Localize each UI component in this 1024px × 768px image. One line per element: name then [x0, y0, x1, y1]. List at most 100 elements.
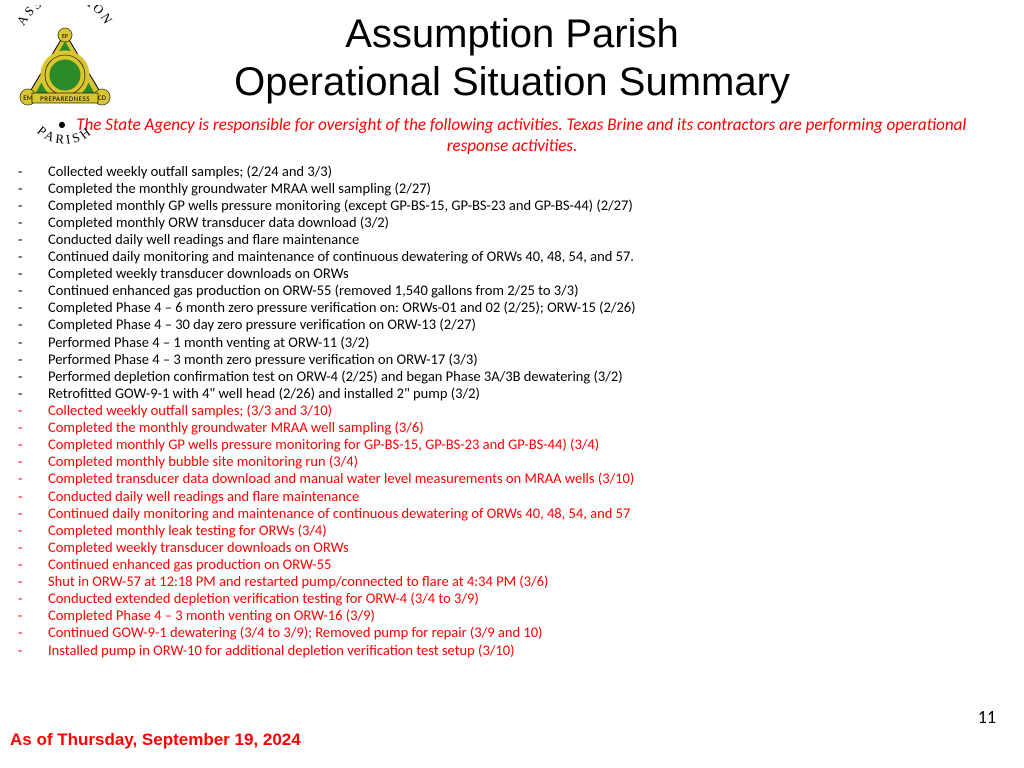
dash-icon: -	[18, 299, 48, 316]
list-item-text: Completed weekly transducer downloads on…	[48, 538, 349, 556]
list-item-text: Completed weekly transducer downloads on…	[48, 264, 349, 282]
dash-icon: -	[18, 539, 48, 556]
page-title-block: Assumption Parish Operational Situation …	[0, 0, 1024, 106]
list-item: -Continued daily monitoring and maintena…	[18, 505, 1004, 522]
list-item-text: Shut in ORW-57 at 12:18 PM and restarted…	[48, 572, 548, 590]
list-item-text: Retrofitted GOW-9-1 with 4" well head (2…	[48, 384, 480, 402]
list-item: -Completed monthly bubble site monitorin…	[18, 453, 1004, 470]
activity-list: -Collected weekly outfall samples; (2/24…	[18, 163, 1004, 659]
list-item: -Completed transducer data download and …	[18, 470, 1004, 487]
parish-logo: ASSUMPTION EP EM CD PREPAREDNESS PARISH	[10, 5, 120, 145]
dash-icon: -	[18, 436, 48, 453]
dash-icon: -	[18, 334, 48, 351]
list-item-text: Performed Phase 4 – 1 month venting at O…	[48, 333, 369, 351]
dash-icon: -	[18, 214, 48, 231]
page-title-line1: Assumption Parish	[0, 10, 1024, 58]
dash-icon: -	[18, 163, 48, 180]
list-item-text: Collected weekly outfall samples; (3/3 a…	[48, 401, 332, 419]
list-item-text: Completed Phase 4 – 3 month venting on O…	[48, 606, 375, 624]
list-item-text: Completed monthly GP wells pressure moni…	[48, 435, 599, 453]
dash-icon: -	[18, 556, 48, 573]
list-item: -Completed monthly ORW transducer data d…	[18, 214, 1004, 231]
list-item: -Conducted daily well readings and flare…	[18, 231, 1004, 248]
list-item: -Continued GOW-9-1 dewatering (3/4 to 3/…	[18, 624, 1004, 641]
list-item: -Performed depletion confirmation test o…	[18, 368, 1004, 385]
list-item: -Completed weekly transducer downloads o…	[18, 539, 1004, 556]
svg-text:PARISH: PARISH	[35, 122, 96, 145]
list-item: -Conducted extended depletion verificati…	[18, 590, 1004, 607]
dash-icon: -	[18, 470, 48, 487]
subtitle-bullet: •The State Agency is responsible for ove…	[50, 114, 974, 157]
dash-icon: -	[18, 624, 48, 641]
list-item-text: Completed the monthly groundwater MRAA w…	[48, 418, 424, 436]
list-item-text: Completed monthly leak testing for ORWs …	[48, 521, 327, 539]
logo-banner-text: PREPAREDNESS	[40, 94, 90, 103]
list-item-text: Installed pump in ORW-10 for additional …	[48, 641, 515, 659]
dash-icon: -	[18, 505, 48, 522]
dash-icon: -	[18, 453, 48, 470]
dash-icon: -	[18, 231, 48, 248]
subtitle-text: The State Agency is responsible for over…	[76, 114, 966, 156]
dash-icon: -	[18, 385, 48, 402]
list-item: -Completed Phase 4 – 6 month zero pressu…	[18, 299, 1004, 316]
list-item-text: Performed depletion confirmation test on…	[48, 367, 623, 385]
list-item-text: Continued daily monitoring and maintenan…	[48, 247, 634, 265]
list-item-text: Continued daily monitoring and maintenan…	[48, 504, 630, 522]
dash-icon: -	[18, 402, 48, 419]
dash-icon: -	[18, 180, 48, 197]
list-item: -Completed monthly leak testing for ORWs…	[18, 522, 1004, 539]
list-item: -Completed Phase 4 – 30 day zero pressur…	[18, 316, 1004, 333]
list-item: -Installed pump in ORW-10 for additional…	[18, 642, 1004, 659]
logo-badge-left: EM	[23, 93, 32, 102]
logo-badge-top: EP	[62, 32, 68, 40]
list-item: -Completed monthly GP wells pressure mon…	[18, 197, 1004, 214]
dash-icon: -	[18, 265, 48, 282]
list-item: -Performed Phase 4 – 1 month venting at …	[18, 334, 1004, 351]
page-number: 11	[978, 706, 996, 728]
list-item-text: Continued GOW-9-1 dewatering (3/4 to 3/9…	[48, 623, 542, 641]
list-item-text: Conducted extended depletion verificatio…	[48, 589, 479, 607]
list-item: -Collected weekly outfall samples; (2/24…	[18, 163, 1004, 180]
dash-icon: -	[18, 419, 48, 436]
list-item: -Retrofitted GOW-9-1 with 4" well head (…	[18, 385, 1004, 402]
list-item-text: Completed the monthly groundwater MRAA w…	[48, 179, 431, 197]
dash-icon: -	[18, 282, 48, 299]
list-item: -Continued enhanced gas production on OR…	[18, 556, 1004, 573]
dash-icon: -	[18, 590, 48, 607]
list-item-text: Conducted daily well readings and flare …	[48, 230, 359, 248]
list-item-text: Completed monthly GP wells pressure moni…	[48, 196, 633, 214]
logo-top-text: ASSUMPTION	[13, 5, 116, 28]
logo-badge-right: CD	[98, 93, 107, 102]
dash-icon: -	[18, 368, 48, 385]
dash-icon: -	[18, 248, 48, 265]
dash-icon: -	[18, 316, 48, 333]
dash-icon: -	[18, 522, 48, 539]
list-item: -Completed the monthly groundwater MRAA …	[18, 419, 1004, 436]
list-item: -Performed Phase 4 – 3 month zero pressu…	[18, 351, 1004, 368]
list-item-text: Completed monthly ORW transducer data do…	[48, 213, 389, 231]
list-item: -Completed weekly transducer downloads o…	[18, 265, 1004, 282]
list-item-text: Completed Phase 4 – 30 day zero pressure…	[48, 315, 476, 333]
list-item-text: Conducted daily well readings and flare …	[48, 487, 359, 505]
list-item-text: Continued enhanced gas production on ORW…	[48, 281, 579, 299]
dash-icon: -	[18, 351, 48, 368]
list-item: -Completed the monthly groundwater MRAA …	[18, 180, 1004, 197]
list-item-text: Performed Phase 4 – 3 month zero pressur…	[48, 350, 478, 368]
list-item-text: Completed Phase 4 – 6 month zero pressur…	[48, 298, 636, 316]
svg-text:ASSUMPTION: ASSUMPTION	[13, 5, 116, 28]
list-item: -Continued daily monitoring and maintena…	[18, 248, 1004, 265]
dash-icon: -	[18, 197, 48, 214]
dash-icon: -	[18, 573, 48, 590]
logo-bottom-text: PARISH	[35, 122, 96, 145]
list-item-text: Collected weekly outfall samples; (2/24 …	[48, 162, 332, 180]
page-title-line2: Operational Situation Summary	[0, 58, 1024, 106]
footer-date: As of Thursday, September 19, 2024	[10, 730, 301, 750]
list-item: -Collected weekly outfall samples; (3/3 …	[18, 402, 1004, 419]
list-item: -Conducted daily well readings and flare…	[18, 488, 1004, 505]
dash-icon: -	[18, 488, 48, 505]
list-item-text: Completed transducer data download and m…	[48, 469, 634, 487]
list-item-text: Completed monthly bubble site monitoring…	[48, 452, 358, 470]
dash-icon: -	[18, 642, 48, 659]
list-item-text: Continued enhanced gas production on ORW…	[48, 555, 331, 573]
list-item: -Completed Phase 4 – 3 month venting on …	[18, 607, 1004, 624]
